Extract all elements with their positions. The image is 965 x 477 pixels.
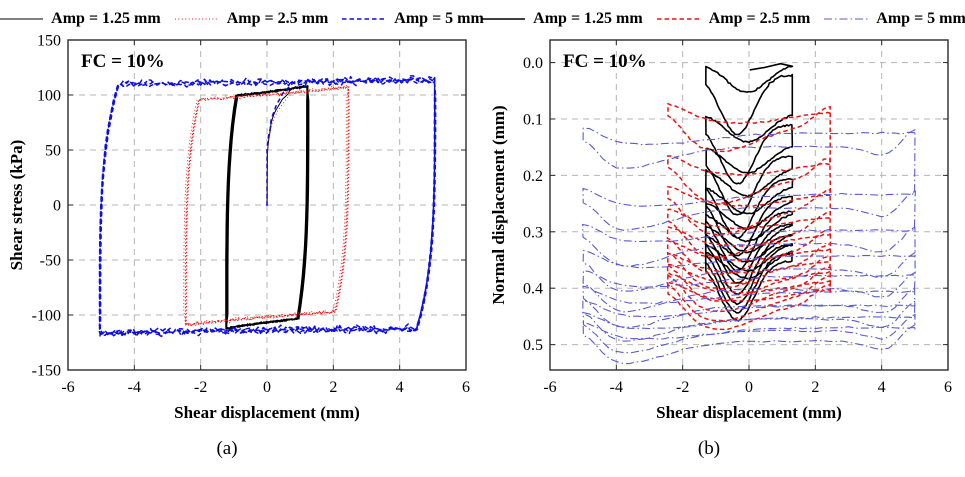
legend-swatch-dashed-line	[656, 18, 701, 20]
legend-label: Amp = 1.25 mm	[51, 10, 161, 27]
legend-item: Amp = 2.5 mm	[656, 10, 811, 28]
y-tick-label: 0.0	[523, 55, 543, 72]
series-line-amp-2-5-mm	[183, 85, 350, 327]
legend-label: Amp = 2.5 mm	[708, 10, 811, 27]
legend-item: Amp = 5 mm	[341, 10, 484, 28]
x-tick-label: 6	[462, 379, 470, 396]
legend-item: Amp = 1.25 mm	[480, 10, 643, 28]
legend-swatch-dotted-line	[174, 18, 219, 20]
y-axis-title: Shear stress (kPa)	[7, 140, 26, 271]
x-tick-label: -4	[128, 379, 141, 396]
x-tick-label: -6	[543, 379, 556, 396]
series-line-amp-1-25-mm	[704, 62, 794, 322]
normal-displacement-plot: -6 -4 -2 0 2 4 6 0.0 0.1 0.2 0.3 0.4 0.5 Shear displa…	[489, 39, 952, 422]
y-tick-label: 50	[45, 143, 61, 160]
x-tick-label: -4	[610, 379, 623, 396]
x-tick-label: 6	[944, 379, 952, 396]
legend-swatch-solid-line	[0, 18, 44, 20]
legend-label: Amp = 1.25 mm	[533, 10, 643, 27]
legend-item: Amp = 2.5 mm	[174, 10, 329, 28]
x-tick-label: 4	[878, 379, 886, 396]
series-line-amp-5-mm	[98, 75, 437, 338]
series-group	[582, 62, 916, 365]
x-tick-label: 0	[745, 379, 753, 396]
x-axis-title: Shear displacement (mm)	[656, 403, 842, 422]
series-line-amp-5-mm	[582, 127, 916, 365]
chart-a-panel: Amp = 1.25 mm Amp = 2.5 mm Amp = 5 mm -6…	[0, 0, 484, 477]
y-tick-label: 0.4	[523, 281, 543, 298]
y-tick-label: -50	[40, 253, 61, 270]
y-tick-label: -100	[32, 308, 61, 325]
legend-item: Amp = 5 mm	[823, 10, 965, 28]
y-axis-title: Normal displacement (mm)	[489, 105, 508, 304]
series-group	[98, 75, 437, 338]
sublabel-b: (b)	[697, 438, 721, 459]
x-tick-label: 2	[811, 379, 819, 396]
x-tick-label: -6	[61, 379, 74, 396]
legend-swatch-dashdot-line	[824, 18, 869, 20]
x-tick-label: 4	[396, 379, 404, 396]
series-line-amp-1-25-mm	[225, 85, 310, 330]
y-tick-label: 0.3	[523, 224, 543, 241]
y-tick-label: 0	[53, 198, 61, 215]
annotation-fc: FC = 10%	[81, 51, 165, 72]
legend-swatch-dashed-line	[342, 18, 387, 20]
chart-b-panel: Amp = 1.25 mm Amp = 2.5 mm Amp = 5 mm -6…	[480, 0, 965, 477]
y-tick-label: 100	[37, 88, 61, 105]
legend-label: Amp = 5 mm	[876, 10, 965, 27]
y-tick-label: 0.1	[523, 111, 543, 128]
legend-label: Amp = 5 mm	[394, 10, 484, 27]
y-tick-label: 0.2	[523, 168, 543, 185]
y-tick-label: -150	[32, 363, 61, 380]
sublabel-a: (a)	[216, 438, 238, 459]
y-tick-label: 0.5	[523, 337, 543, 354]
annotation-fc: FC = 10%	[563, 51, 647, 72]
legend-label: Amp = 2.5 mm	[226, 10, 329, 27]
legend-swatch-solid-line	[481, 18, 526, 20]
legend-a: Amp = 1.25 mm Amp = 2.5 mm Amp = 5 mm	[0, 6, 484, 32]
x-tick-label: -2	[194, 379, 207, 396]
x-tick-label: 2	[329, 379, 337, 396]
x-tick-label: 0	[263, 379, 271, 396]
shear-stress-plot: -6 -4 -2 0 2 4 6 -150 -100 -50 0 50 100 150 Shear disp…	[7, 33, 470, 423]
legend-b: Amp = 1.25 mm Amp = 2.5 mm Amp = 5 mm	[480, 6, 965, 32]
legend-item: Amp = 1.25 mm	[0, 10, 161, 28]
x-axis-title: Shear displacement (mm)	[174, 403, 360, 422]
x-tick-label: -2	[676, 379, 689, 396]
y-tick-label: 150	[37, 33, 61, 50]
